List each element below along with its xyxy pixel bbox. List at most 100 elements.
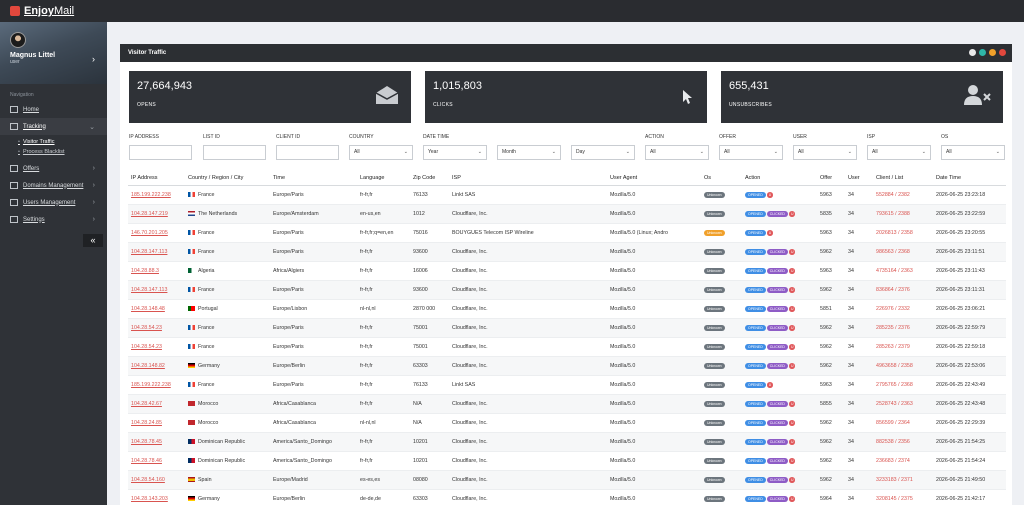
chevron-down-icon: ⌄ [773, 149, 778, 155]
profile-card[interactable]: Magnus Littel user › [0, 22, 107, 84]
clicked-badge: CLICKED [766, 248, 788, 255]
action-select[interactable]: All ⌄ [645, 145, 709, 160]
opened-badge: OPENED [745, 476, 766, 483]
opened-badge: OPENED [745, 438, 766, 445]
column-header[interactable]: Os [701, 171, 742, 186]
column-header[interactable]: User Agent [607, 171, 701, 186]
stat-label: CLICKS [433, 102, 453, 108]
minimize-icon[interactable] [969, 49, 976, 56]
column-header[interactable]: Language [357, 171, 410, 186]
ip-link[interactable]: 104.28.54.23 [131, 343, 162, 350]
ip-address-input[interactable] [129, 145, 192, 160]
month-select[interactable]: Month ⌄ [497, 145, 561, 160]
column-header[interactable]: Country / Region / City [185, 171, 270, 186]
action-cell: OPENED CLICKED U [742, 432, 817, 452]
panel-tools [969, 49, 1006, 56]
sidebar-item-tracking[interactable]: Tracking ⌄ [0, 118, 107, 135]
country-name: France [198, 381, 215, 388]
ip-link[interactable]: 104.28.78.46 [131, 457, 162, 464]
ip-link[interactable]: 104.28.143.203 [131, 495, 168, 502]
country-name: Spain [198, 476, 212, 483]
opened-badge: OPENED [745, 457, 766, 464]
table-row: 185.199.222.238 France Europe/Paris fr-fr,f… [128, 375, 1006, 395]
client-list-cell: 2528743 / 2363 [873, 394, 933, 414]
offer-select[interactable]: All ⌄ [719, 145, 783, 160]
ip-link[interactable]: 146.70.201.205 [131, 229, 168, 236]
os-select[interactable]: All ⌄ [941, 145, 1005, 160]
refresh-icon[interactable] [979, 49, 986, 56]
column-header[interactable]: Offer [817, 171, 845, 186]
sidebar-subitem-visitor-traffic[interactable]: Visitor Traffic [18, 137, 107, 147]
ip-link[interactable]: 104.28.78.45 [131, 438, 162, 445]
date-cell: 2026-06-25 22:29:39 [933, 413, 1006, 433]
date-cell: 2026-06-25 23:11:51 [933, 242, 1006, 262]
isp-select[interactable]: All ⌄ [867, 145, 931, 160]
close-icon[interactable] [999, 49, 1006, 56]
offer-cell: 5962 [817, 413, 845, 433]
os-cell: Unknown [701, 489, 742, 505]
collapse-sidebar-button[interactable]: « [83, 234, 103, 247]
stat-value: 655,431 [729, 80, 769, 92]
isp-cell: Cloudflare, Inc. [449, 356, 607, 376]
app-logo[interactable]: EnjoyMail [24, 5, 75, 17]
clicked-badge: CLICKED [766, 419, 788, 426]
ip-link[interactable]: 104.28.147.113 [131, 248, 168, 255]
sidebar-item-label: Domains Management [23, 182, 84, 189]
sidebar-item-domains[interactable]: Domains Management › [0, 177, 107, 194]
ip-link[interactable]: 104.28.147.219 [131, 210, 168, 217]
column-header[interactable]: Time [270, 171, 357, 186]
column-header[interactable]: User [845, 171, 873, 186]
chevron-down-icon: ⌄ [847, 149, 852, 155]
list-id-input[interactable] [203, 145, 266, 160]
column-header[interactable]: Date Time [933, 171, 1006, 186]
country-select[interactable]: All ⌄ [349, 145, 413, 160]
user-select[interactable]: All ⌄ [793, 145, 857, 160]
sidebar-item-label: Settings [23, 216, 45, 223]
ip-link[interactable]: 104.28.88.3 [131, 267, 159, 274]
sidebar-item-offers[interactable]: Offers › [0, 160, 107, 177]
tz-cell: Europe/Paris [270, 280, 357, 300]
sidebar-item-home[interactable]: Home [0, 101, 107, 118]
column-header[interactable]: Action [742, 171, 817, 186]
table-row: 185.199.222.238 France Europe/Paris fr-fr,f… [128, 185, 1006, 205]
sidebar-item-settings[interactable]: Settings › [0, 211, 107, 228]
sidebar-item-users[interactable]: Users Management › [0, 194, 107, 211]
country-name: France [198, 229, 215, 236]
os-cell: Unknown [701, 375, 742, 395]
unsubscribe-badge: U [788, 343, 796, 350]
os-badge: Unknown [704, 362, 725, 369]
year-select[interactable]: Year ⌄ [423, 145, 487, 160]
flag-icon [188, 457, 195, 463]
zip-cell: 1012 [410, 204, 449, 224]
ip-link[interactable]: 185.199.222.238 [131, 381, 171, 388]
ip-link[interactable]: 104.28.147.113 [131, 286, 168, 293]
stat-label: OPENS [137, 102, 157, 108]
action-cell: OPENED CLICKED U [742, 204, 817, 224]
opened-badge: OPENED [745, 248, 766, 255]
client-id-input[interactable] [276, 145, 339, 160]
globe-icon [10, 182, 18, 189]
ip-link[interactable]: 104.28.42.67 [131, 400, 162, 407]
sidebar-subitem-process-blacklist[interactable]: Process Blacklist [18, 147, 107, 157]
column-header[interactable]: ISP [449, 171, 607, 186]
ip-link[interactable]: 104.28.54.160 [131, 476, 165, 483]
os-badge: Unknown [704, 324, 725, 331]
column-header[interactable]: IP Address [128, 171, 185, 186]
user-cell: 34 [845, 470, 873, 490]
day-select[interactable]: Day ⌄ [571, 145, 635, 160]
unsubscribe-badge: U [788, 248, 796, 255]
top-bar: EnjoyMail [0, 0, 1024, 22]
ip-link[interactable]: 104.28.148.48 [131, 305, 165, 312]
ip-link[interactable]: 104.28.24.85 [131, 419, 162, 426]
column-header[interactable]: Client / List [873, 171, 933, 186]
flag-icon [188, 324, 195, 330]
expand-icon[interactable] [989, 49, 996, 56]
ip-link[interactable]: 104.28.148.82 [131, 362, 165, 369]
lang-cell: fr-fr,fr [357, 242, 410, 262]
flag-icon [188, 438, 195, 444]
ip-link[interactable]: 104.28.54.23 [131, 324, 162, 331]
gear-icon [10, 216, 18, 223]
ip-link[interactable]: 185.199.222.238 [131, 191, 171, 198]
column-header[interactable]: Zip Code [410, 171, 449, 186]
os-cell: Unknown [701, 242, 742, 262]
